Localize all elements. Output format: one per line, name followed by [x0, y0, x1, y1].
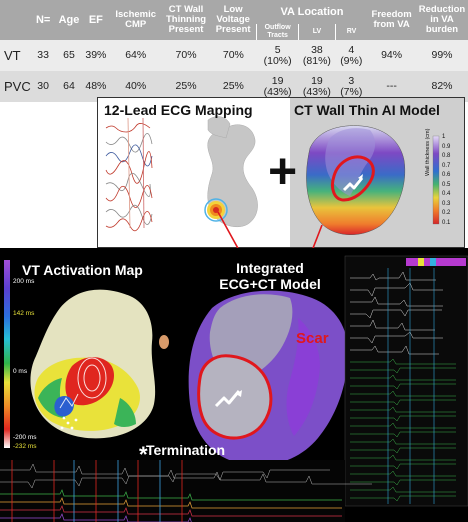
cell-outflow: 5 (10%): [256, 40, 299, 71]
header-ct-wall-thinning: CT Wall Thinning Present: [162, 0, 210, 40]
outflow-pct: (10%): [263, 54, 292, 67]
colorbar-tick: 0.8: [442, 153, 451, 159]
colorbar-ticks: 1 0.9 0.8 0.7 0.6 0.5 0.4 0.3 0.2 0.1: [442, 133, 458, 228]
row-label: PVC: [0, 71, 31, 102]
cell-low-voltage: 25%: [209, 71, 257, 102]
header-va-location: VA Location: [256, 0, 368, 24]
rv-pct: (9%): [340, 54, 363, 67]
ct-wall-thickness-graphic: [306, 125, 440, 235]
lv-pct: (81%): [302, 54, 331, 67]
cell-n: 33: [30, 40, 56, 71]
subheader-outflow-tracts: Outflow Tracts: [256, 24, 299, 40]
cell-n: 30: [30, 71, 56, 102]
colorbar-tick: 0.2: [442, 210, 451, 216]
cell-ischemic: 40%: [109, 71, 163, 102]
outflow-pct: (43%): [263, 85, 292, 98]
ct-model-panel: CT Wall Thin AI Model 1 0.9 0.8 0.7 0.6 …: [290, 98, 464, 247]
cell-ischemic: 64%: [109, 40, 163, 71]
cell-low-voltage: 70%: [209, 40, 257, 71]
header-reduction-va-burden: Reduction in VA burden: [416, 0, 468, 40]
integrated-title: Integrated ECG+CT Model: [200, 260, 340, 292]
outflow-count: 5: [274, 43, 281, 56]
table-row-vt: VT 33 65 39% 64% 70% 70% 5 (10%) 38 (81%) …: [0, 40, 468, 71]
cell-ef: 48%: [82, 71, 110, 102]
row-label: VT: [0, 40, 31, 71]
subheader-rv: RV: [334, 24, 368, 40]
colorbar-tick: 0.7: [442, 162, 451, 169]
mapping-graphic: [0, 255, 468, 522]
integrated-title-line-1: Integrated: [236, 260, 304, 276]
cell-ct-wall: 70%: [162, 40, 210, 71]
activation-scale-upper: 142 ms: [13, 310, 35, 317]
cell-freedom: 94%: [367, 40, 417, 71]
subheader-lv: LV: [298, 24, 336, 40]
header-n: N=: [30, 0, 56, 40]
cell-outflow: 19 (43%): [256, 71, 299, 102]
ecg-mapping-panel: 12-Lead ECG Mapping: [98, 98, 290, 247]
cell-age: 64: [55, 71, 83, 102]
rv-pct: (7%): [340, 85, 363, 98]
colorbar-tick: 0.1: [442, 219, 451, 226]
cell-freedom: ---: [367, 71, 417, 102]
ecg-mapping-title: 12-Lead ECG Mapping: [104, 102, 253, 118]
cell-age: 65: [55, 40, 83, 71]
header-age: Age: [55, 0, 83, 40]
cell-ef: 39%: [82, 40, 110, 71]
ecg-ct-fusion-panel: 12-Lead ECG Mapping: [97, 97, 465, 248]
termination-star: *: [139, 442, 148, 467]
colorbar-tick: 0.4: [442, 191, 451, 197]
activation-scale-bottom: -232 ms: [13, 443, 37, 450]
lv-count: 19: [311, 74, 323, 87]
header-ischemic-cmp: Ischemic CMP: [109, 0, 163, 40]
activation-scale-mid: 0 ms: [13, 368, 28, 375]
colorbar-tick: 0.3: [442, 200, 451, 207]
colorbar-tick: 0.5: [442, 181, 451, 188]
vt-activation-title: VT Activation Map: [22, 262, 143, 278]
cell-reduction: 99%: [416, 40, 468, 71]
ecg-traces-graphic: [105, 116, 258, 232]
rv-count: 3: [348, 74, 355, 87]
integrated-title-line-2: ECG+CT Model: [219, 276, 321, 292]
table-subheader-row: Outflow Tracts LV RV: [0, 24, 468, 40]
cell-rv: 4 (9%): [335, 40, 368, 71]
header-ef: EF: [82, 0, 110, 40]
header-blank: [0, 0, 31, 40]
cell-lv: 38 (81%): [298, 40, 336, 71]
colorbar-tick: 0.9: [442, 143, 451, 150]
cell-lv: 19 (43%): [298, 71, 336, 102]
colorbar-tick: 0.6: [442, 172, 451, 178]
header-freedom-from-va: Freedom from VA: [367, 0, 417, 40]
termination-label: Termination: [146, 442, 226, 458]
lv-count: 38: [311, 43, 323, 56]
table-header-row: N= Age EF Ischemic CMP CT Wall Thinning …: [0, 0, 468, 40]
ct-model-title: CT Wall Thin AI Model: [294, 102, 440, 118]
table-row-pvc: PVC 30 64 48% 40% 25% 25% 19 (43%) 19 (43%…: [0, 71, 468, 102]
colorbar-label: Wall thickness (cm): [425, 128, 431, 176]
lv-pct: (43%): [302, 85, 331, 98]
procedure-mapping-panel: VT Activation Map Integrated ECG+CT Mode…: [0, 248, 468, 522]
rv-count: 4: [348, 43, 355, 56]
outflow-count: 19: [271, 74, 284, 87]
cell-rv: 3 (7%): [335, 71, 368, 102]
header-low-voltage: Low Voltage Present: [209, 0, 257, 40]
activation-scale-lower: -200 ms: [13, 434, 37, 441]
colorbar-tick: 1: [442, 134, 446, 140]
cell-ct-wall: 25%: [162, 71, 210, 102]
activation-scale-top: 200 ms: [13, 278, 35, 285]
plus-sign: +: [268, 143, 298, 199]
va-outcomes-table: N= Age EF Ischemic CMP CT Wall Thinning …: [0, 0, 468, 102]
cell-reduction: 82%: [416, 71, 468, 102]
scar-label: Scar: [296, 330, 329, 347]
